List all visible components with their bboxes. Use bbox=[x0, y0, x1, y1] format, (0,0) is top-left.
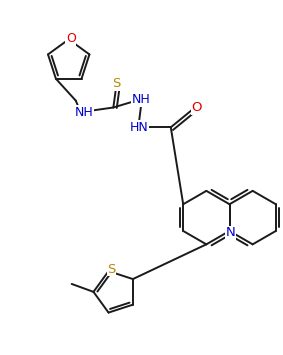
Text: S: S bbox=[107, 263, 116, 276]
Text: HN: HN bbox=[130, 121, 149, 134]
Text: NH: NH bbox=[132, 93, 151, 106]
Text: N: N bbox=[226, 226, 235, 240]
Text: O: O bbox=[191, 101, 202, 114]
Text: NH: NH bbox=[74, 106, 93, 119]
Text: S: S bbox=[112, 77, 121, 90]
Text: O: O bbox=[66, 32, 76, 45]
